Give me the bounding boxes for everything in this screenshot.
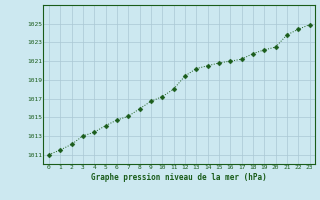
X-axis label: Graphe pression niveau de la mer (hPa): Graphe pression niveau de la mer (hPa) bbox=[91, 173, 267, 182]
